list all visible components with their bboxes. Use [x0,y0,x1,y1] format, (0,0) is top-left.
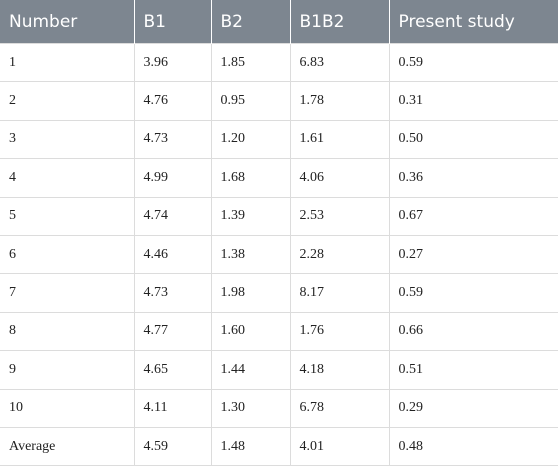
cell-number: 3 [0,119,134,159]
table-body: 1 3.96 1.85 6.83 0.59 2 4.76 0.95 1.78 0.31 3 4.73 1… [0,42,558,467]
column-header-b1b2: B1B2 [289,0,389,44]
average-row: Average 4.59 1.48 4.01 0.48 [0,426,558,467]
cell-number: 8 [0,311,134,351]
table-row: 1 3.96 1.85 6.83 0.59 [0,42,558,82]
cell-b2: 1.48 [210,426,290,467]
cell-b1b2: 6.83 [289,42,389,82]
cell-number: 1 [0,42,134,82]
cell-number: 9 [0,350,134,390]
cell-present-study: 0.36 [388,158,558,198]
cell-b1b2: 1.76 [289,311,389,351]
cell-b2: 1.60 [210,311,290,351]
cell-present-study: 0.27 [388,234,558,274]
table-row: 3 4.73 1.20 1.61 0.50 [0,119,558,159]
cell-b1: 4.59 [133,426,211,467]
cell-b1: 4.77 [133,311,211,351]
column-header-b2: B2 [210,0,290,44]
table-row: 6 4.46 1.38 2.28 0.27 [0,234,558,274]
cell-b1: 4.74 [133,196,211,236]
cell-b1b2: 4.01 [289,426,389,467]
cell-number: 2 [0,81,134,121]
cell-number: Average [0,426,134,467]
column-header-present-study: Present study [388,0,558,44]
cell-b2: 1.98 [210,273,290,313]
cell-b2: 1.68 [210,158,290,198]
cell-b1: 4.11 [133,388,211,428]
cell-b2: 0.95 [210,81,290,121]
cell-present-study: 0.67 [388,196,558,236]
cell-present-study: 0.31 [388,81,558,121]
column-header-b1: B1 [133,0,211,44]
cell-b2: 1.20 [210,119,290,159]
cell-number: 7 [0,273,134,313]
column-header-number: Number [0,0,134,44]
cell-b1b2: 6.78 [289,388,389,428]
cell-present-study: 0.66 [388,311,558,351]
cell-b1: 4.73 [133,119,211,159]
cell-b1: 4.99 [133,158,211,198]
cell-present-study: 0.51 [388,350,558,390]
cell-number: 5 [0,196,134,236]
cell-b2: 1.39 [210,196,290,236]
cell-b1b2: 2.28 [289,234,389,274]
cell-b2: 1.44 [210,350,290,390]
cell-number: 6 [0,234,134,274]
cell-b1b2: 8.17 [289,273,389,313]
cell-b1: 4.73 [133,273,211,313]
table-row: 9 4.65 1.44 4.18 0.51 [0,350,558,390]
cell-number: 10 [0,388,134,428]
cell-number: 4 [0,158,134,198]
cell-b1: 4.46 [133,234,211,274]
cell-present-study: 0.50 [388,119,558,159]
table-row: 8 4.77 1.60 1.76 0.66 [0,311,558,351]
cell-b1: 4.76 [133,81,211,121]
cell-b1b2: 4.06 [289,158,389,198]
cell-b2: 1.38 [210,234,290,274]
cell-present-study: 0.59 [388,273,558,313]
cell-b1b2: 1.78 [289,81,389,121]
table-header: Number B1 B2 B1B2 Present study [0,0,558,44]
table-row: 5 4.74 1.39 2.53 0.67 [0,196,558,236]
cell-b1b2: 2.53 [289,196,389,236]
cell-b1b2: 4.18 [289,350,389,390]
cell-b1: 3.96 [133,42,211,82]
cell-b1: 4.65 [133,350,211,390]
table-row: 2 4.76 0.95 1.78 0.31 [0,81,558,121]
cell-present-study: 0.59 [388,42,558,82]
table-row: 10 4.11 1.30 6.78 0.29 [0,388,558,428]
table-row: 4 4.99 1.68 4.06 0.36 [0,158,558,198]
header-row: Number B1 B2 B1B2 Present study [0,0,558,44]
table-row: 7 4.73 1.98 8.17 0.59 [0,273,558,313]
cell-b2: 1.30 [210,388,290,428]
cell-b2: 1.85 [210,42,290,82]
cell-b1b2: 1.61 [289,119,389,159]
cell-present-study: 0.48 [388,426,558,467]
cell-present-study: 0.29 [388,388,558,428]
